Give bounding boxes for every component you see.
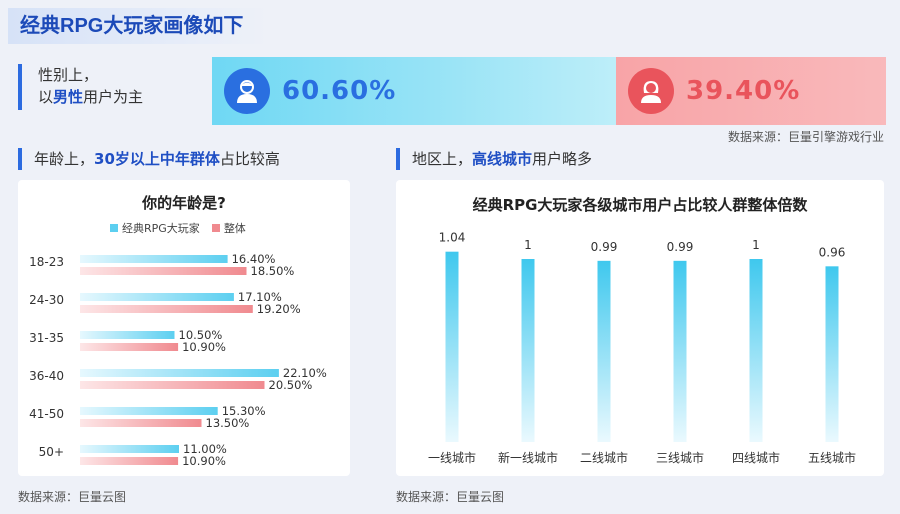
female-user-icon xyxy=(628,68,674,114)
city-bar-value-label: 1 xyxy=(524,238,532,252)
female-share-bar: 39.40% xyxy=(616,57,886,125)
gender-label: 性别上， 以男性用户为主 xyxy=(18,64,143,110)
gender-label-line1: 性别上， xyxy=(38,66,99,84)
age-bar-overall xyxy=(80,457,179,465)
age-category-label: 18-23 xyxy=(29,255,64,269)
age-category-label: 31-35 xyxy=(29,331,64,345)
age-bar-value-label: 17.10% xyxy=(238,290,282,304)
city-bar-value-label: 0.99 xyxy=(591,240,618,254)
age-bar-overall xyxy=(80,381,265,389)
age-category-label: 36-40 xyxy=(29,369,64,383)
age-bar-value-label: 16.40% xyxy=(232,252,276,266)
age-bar-overall xyxy=(80,419,202,427)
age-bar-overall xyxy=(80,343,179,351)
female-percentage: 39.40% xyxy=(686,76,801,106)
legend-item-rpg: 经典RPG大玩家 xyxy=(110,220,200,236)
city-bar-value-label: 0.96 xyxy=(819,245,846,259)
age-bar-chart: 18-23 16.40%18.50% 24-30 17.10%19.20% 31-35 1… xyxy=(29,252,327,468)
gender-label-line2: 以男性用户为主 xyxy=(38,88,144,106)
age-bar-rpg xyxy=(80,369,279,377)
male-percentage: 60.60% xyxy=(282,76,397,106)
age-bar-rpg xyxy=(80,331,175,339)
page-title: 经典RPG大玩家画像如下 xyxy=(8,8,270,44)
city-bar-chart: 1.04 一线城市 1 新一线城市 0.99 二线城市 0.99 三线城市 1 四线城市 0.96 五… xyxy=(428,231,856,465)
age-bar-value-label: 11.00% xyxy=(183,442,227,456)
age-chart-title: 你的年龄是? xyxy=(142,194,226,212)
city-bar xyxy=(749,259,763,442)
age-source: 数据来源：巨量云图 xyxy=(18,490,127,504)
city-bar xyxy=(673,260,687,442)
age-bar-rpg xyxy=(80,293,234,301)
city-bar xyxy=(597,260,611,442)
age-category-label: 41-50 xyxy=(29,407,64,421)
gender-source: 数据来源：巨量引擎游戏行业 xyxy=(727,130,884,144)
city-bar-value-label: 0.99 xyxy=(667,240,694,254)
age-chart-panel: 你的年龄是? 经典RPG大玩家 整体 18-23 16.40% 18.50% 24-3… xyxy=(18,180,350,476)
age-bar-value-label: 13.50% xyxy=(206,416,250,430)
age-bar-value-label: 19.20% xyxy=(257,302,301,316)
city-category-label: 四线城市 xyxy=(732,450,780,465)
age-bar-overall xyxy=(80,305,253,313)
city-category-label: 三线城市 xyxy=(656,450,704,465)
age-bar-rpg xyxy=(80,445,179,453)
city-bar-value-label: 1.04 xyxy=(439,231,466,245)
age-bar-overall xyxy=(80,267,247,275)
city-category-label: 一线城市 xyxy=(428,450,476,465)
age-bar-value-label: 18.50% xyxy=(251,264,295,278)
age-bar-value-label: 10.50% xyxy=(179,328,223,342)
age-bar-value-label: 22.10% xyxy=(283,366,327,380)
city-category-label: 五线城市 xyxy=(808,450,856,465)
legend-item-overall: 整体 xyxy=(211,220,246,236)
male-user-icon xyxy=(224,68,270,114)
age-chart-legend: 经典RPG大玩家 整体 xyxy=(110,220,246,236)
city-category-label: 二线城市 xyxy=(580,450,628,465)
region-section-heading: 地区上，高线城市用户略多 xyxy=(396,148,592,170)
city-chart-panel: 经典RPG大玩家各级城市用户占比较人群整体倍数 1.04 一线城市 1 新一线城市 0.… xyxy=(396,180,884,476)
age-bar-value-label: 20.50% xyxy=(269,378,313,392)
city-chart-title: 经典RPG大玩家各级城市用户占比较人群整体倍数 xyxy=(472,196,808,214)
city-bar xyxy=(521,259,535,442)
age-bar-value-label: 10.90% xyxy=(182,340,226,354)
age-bar-value-label: 15.30% xyxy=(222,404,266,418)
city-bar xyxy=(825,266,839,442)
age-category-label: 50+ xyxy=(39,445,64,459)
male-share-bar: 60.60% xyxy=(212,57,616,125)
age-bar-rpg xyxy=(80,407,218,415)
age-bar-rpg xyxy=(80,255,228,263)
city-category-label: 新一线城市 xyxy=(498,450,558,465)
age-section-heading: 年龄上，30岁以上中年群体占比较高 xyxy=(18,148,280,170)
age-bar-value-label: 10.90% xyxy=(182,454,226,468)
city-bar xyxy=(445,251,459,442)
age-category-label: 24-30 xyxy=(29,293,64,307)
region-source: 数据来源：巨量云图 xyxy=(396,490,505,504)
city-bar-value-label: 1 xyxy=(752,238,760,252)
